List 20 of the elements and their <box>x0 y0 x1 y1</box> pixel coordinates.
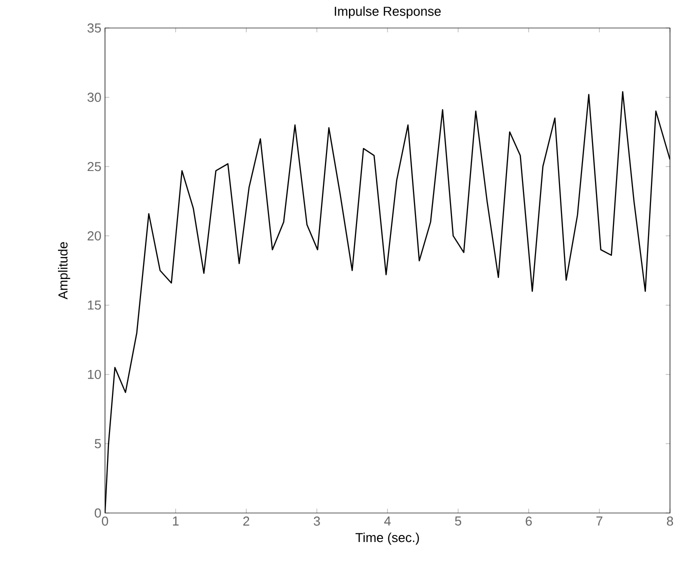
x-tick-label: 8 <box>666 516 674 526</box>
y-axis-title: Amplitude <box>58 242 70 300</box>
y-tick-label: 0 <box>94 508 101 518</box>
x-tick-label: 7 <box>596 516 602 526</box>
y-tick-label: 15 <box>88 300 101 310</box>
y-tick-label: 30 <box>88 92 101 102</box>
y-tick-label: 20 <box>88 231 101 240</box>
x-tick-label: 1 <box>172 516 179 526</box>
x-tick-label: 0 <box>102 516 108 526</box>
y-tick-label: 25 <box>88 162 101 172</box>
y-tick-label: 10 <box>88 370 101 380</box>
x-axis-title: Time (sec.) <box>356 532 419 545</box>
x-tick-label: 2 <box>243 516 250 526</box>
y-tick-label: 35 <box>88 23 101 33</box>
x-tick-label: 6 <box>526 516 532 526</box>
chart-title: Impulse Response <box>334 6 441 18</box>
x-tick-label: 3 <box>314 516 320 526</box>
y-tick-label: 5 <box>94 439 101 448</box>
x-tick-label: 5 <box>455 516 462 526</box>
x-tick-label: 4 <box>384 516 391 526</box>
